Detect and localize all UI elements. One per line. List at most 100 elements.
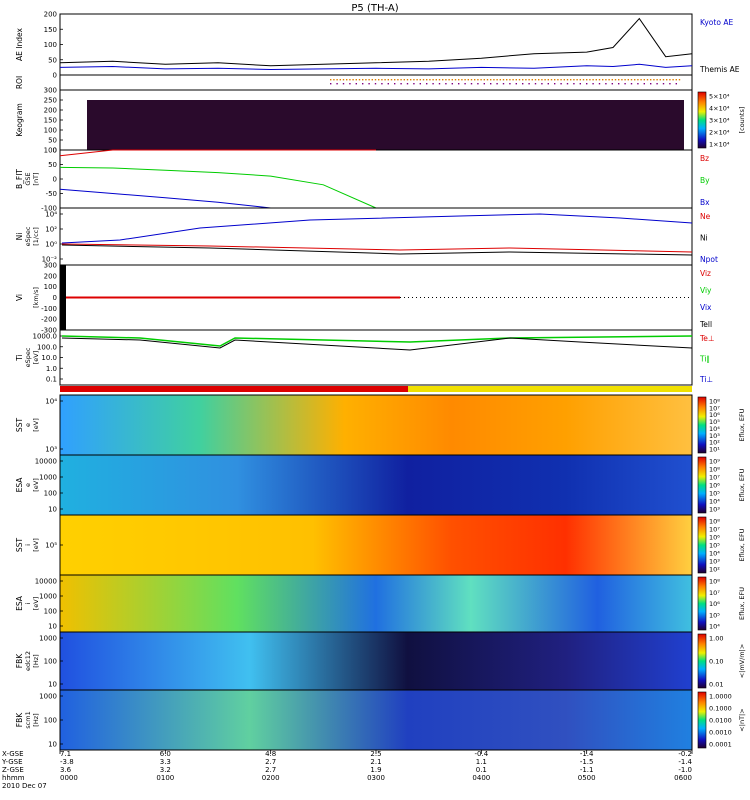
sst-e-colorbar-label: Eflux, EFU	[738, 408, 746, 441]
x-axis-row-label: hhmm	[2, 774, 25, 782]
x-axis-tick-label: 0100	[156, 774, 174, 782]
ni-legend-0: Ne	[700, 212, 711, 221]
roi-mark	[362, 83, 364, 85]
ti-ytick: 1.0	[46, 365, 57, 373]
vi-ytick: 0	[53, 294, 57, 302]
x-axis-tick-label: 0600	[674, 774, 692, 782]
ti-legend-1: Ti∥	[699, 355, 710, 364]
bfit-series-line	[59, 166, 377, 209]
roi-mark	[506, 79, 508, 81]
keogram-ytick: 150	[44, 117, 57, 125]
fbk-b-heatmap	[60, 690, 692, 750]
x-axis-tick-label: 1.9	[370, 766, 381, 774]
vi-panel: Vi [km/s] 300 200 100 0 -100 -200 -300 Viz Viy Vix T…	[15, 262, 712, 335]
roi-mark	[438, 79, 441, 81]
roi-mark	[611, 79, 613, 81]
roi-mark	[336, 83, 338, 85]
roi-mark	[333, 79, 335, 81]
esa-e-ytick: 10000	[35, 458, 57, 466]
roi-mark	[362, 79, 364, 81]
ti-ytick: 0.1	[46, 376, 57, 384]
mode-bar-slow	[60, 386, 408, 392]
keogram-colorbar-tick: 4×10⁴	[709, 105, 730, 113]
roi-mark	[586, 79, 588, 81]
esa-e-colorbar-tick: 10³	[709, 506, 720, 514]
roi-mark	[525, 79, 527, 81]
roi-mark	[614, 79, 617, 81]
roi-mark	[662, 83, 665, 85]
roi-mark	[400, 79, 402, 81]
roi-mark	[400, 83, 402, 85]
esa-e-ytick: 100	[44, 490, 57, 498]
roi-mark	[579, 79, 581, 81]
fbk-b-colorbar	[697, 691, 707, 749]
ti-legend-0: Te⊥	[699, 334, 714, 343]
x-axis-tick-label: -0.4	[474, 750, 488, 758]
roi-mark	[512, 79, 514, 81]
bfit-ytick: 100	[44, 147, 57, 155]
roi-mark	[643, 79, 645, 81]
sst-i-colorbar-tick: 10⁵	[709, 542, 720, 550]
roi-mark	[342, 83, 345, 85]
ni-trace-ni	[61, 244, 693, 256]
ti-ytick: 10.0	[41, 354, 57, 362]
ni-legend-2: Npot	[700, 255, 718, 264]
x-axis-tick-label: 6.0	[160, 750, 171, 758]
roi-mark	[374, 83, 377, 85]
roi-mark	[515, 79, 517, 81]
roi-mark	[416, 79, 418, 81]
x-axis-tick-label: 0000	[60, 774, 78, 782]
roi-mark	[499, 79, 501, 81]
fbk-b-ylabel: FBK	[15, 712, 24, 727]
keogram-panel: Keogram 0 50 100 150 200 250 300 5×10⁴ 4×10⁴ 3×10⁴…	[15, 87, 746, 155]
roi-mark	[355, 79, 357, 81]
roi-mark	[522, 79, 524, 81]
ae-ytick: 50	[48, 56, 57, 64]
roi-mark	[406, 83, 409, 85]
roi-mark	[394, 83, 396, 85]
vi-legend-1: Viy	[700, 286, 712, 295]
esa-e-colorbar-tick: 10⁶	[709, 482, 720, 490]
roi-mark	[381, 79, 383, 81]
roi-mark	[438, 83, 441, 85]
roi-mark	[445, 83, 447, 85]
sst-i-yunit: [eV]	[32, 538, 40, 552]
roi-mark	[602, 79, 604, 81]
x-axis-tick-label: 1.1	[476, 758, 487, 766]
ae-series-line	[59, 17, 693, 67]
sst-i-colorbar-tick: 10⁷	[709, 526, 720, 534]
x-axis-row-label: X-GSE	[2, 750, 24, 758]
bfit-series-line	[59, 149, 376, 157]
roi-mark	[486, 79, 489, 81]
sst-i-ysub: i	[24, 544, 32, 546]
roi-mark	[470, 83, 473, 85]
roi-mark	[349, 79, 351, 81]
roi-mark	[355, 83, 357, 85]
fbk-b-ysub: scm1	[24, 711, 32, 728]
roi-mark	[378, 79, 380, 81]
roi-frame	[59, 74, 693, 91]
keogram-ytick: 0	[53, 147, 57, 155]
ni-legend-1: Ni	[700, 234, 708, 243]
roi-mark	[458, 83, 460, 85]
ae-ytick: 150	[44, 26, 57, 34]
ni-trace-npot	[61, 213, 693, 244]
roi-mark	[637, 83, 639, 85]
roi-mark	[422, 79, 425, 81]
bfit-ytick: -50	[46, 190, 57, 198]
sst-i-ylabel: SST	[15, 538, 24, 553]
fbk-b-colorbar-tick: 0.0010	[709, 729, 732, 737]
roi-mark	[582, 79, 585, 81]
keogram-colorbar-tick: 1×10⁴	[709, 141, 730, 149]
roi-mark	[509, 83, 511, 85]
ae-series-line	[59, 63, 693, 71]
bfit-frame	[59, 149, 693, 209]
esa-e-colorbar-tick: 10⁹	[709, 458, 720, 466]
roi-mark	[470, 79, 473, 81]
roi-panel: ROI	[15, 74, 693, 91]
roi-mark	[502, 79, 505, 81]
roi-mark	[464, 79, 466, 81]
roi-mark	[566, 79, 569, 81]
ni-ylabel: Ni	[15, 233, 24, 241]
